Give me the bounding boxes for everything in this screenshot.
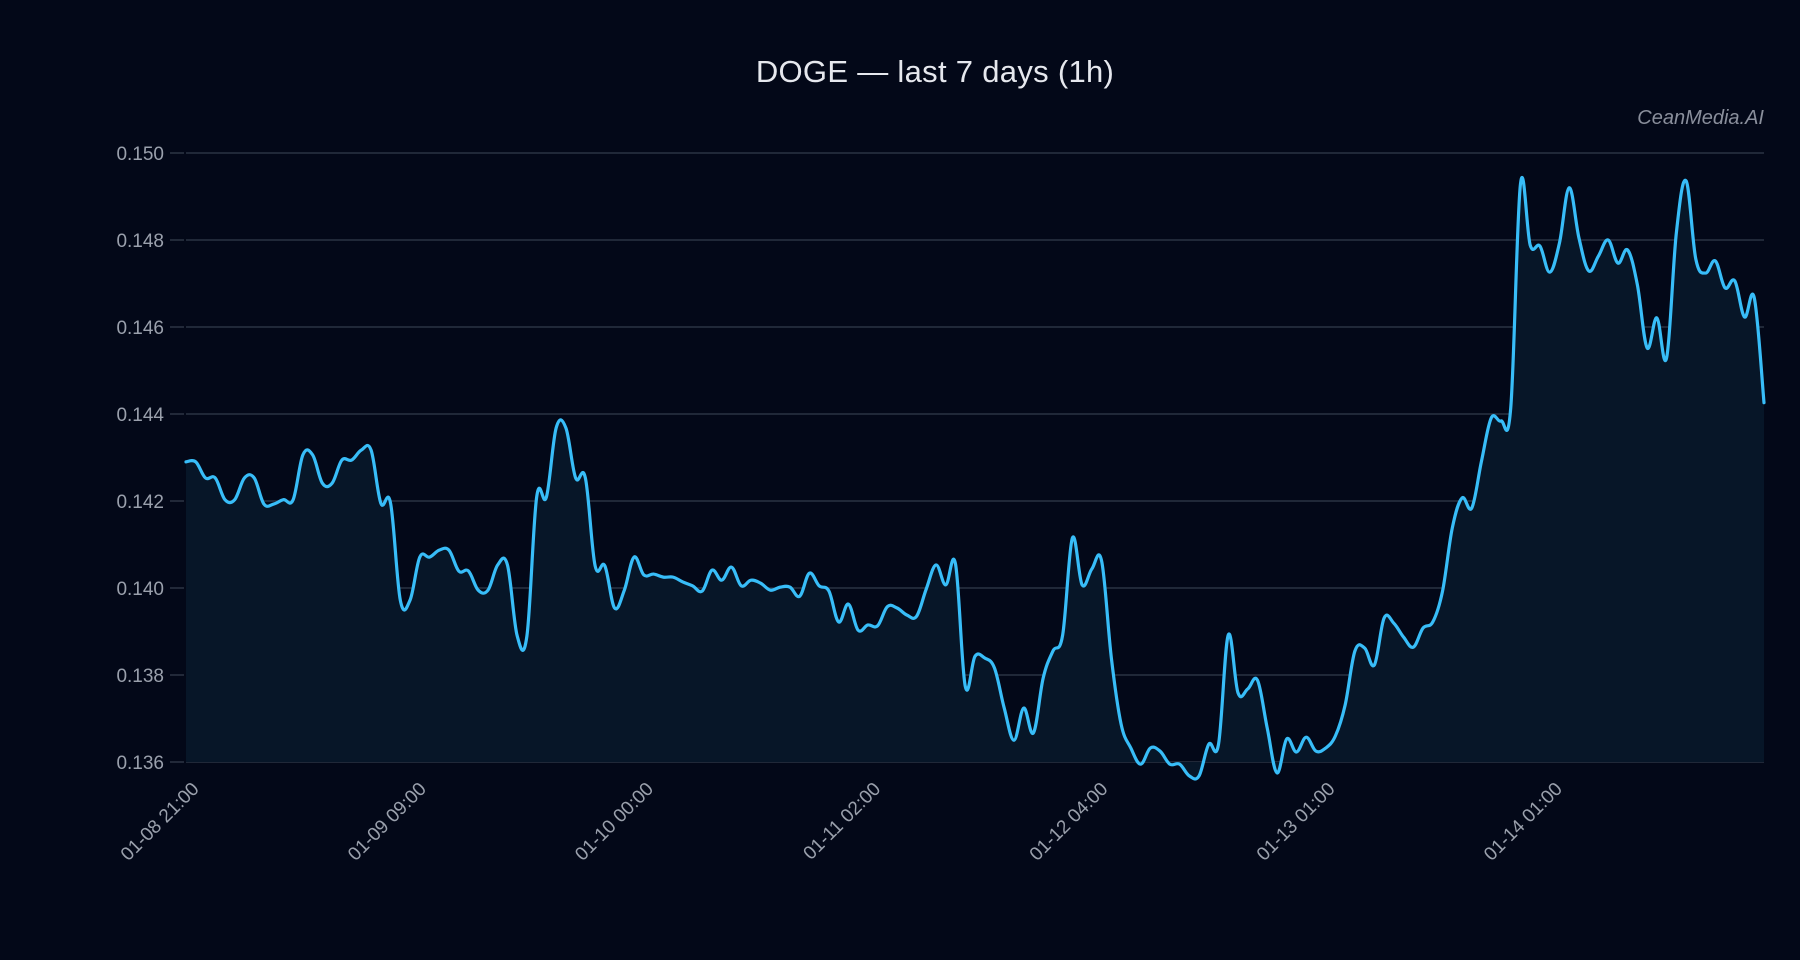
x-tick-label: 01-14 01:00 [1480, 779, 1567, 866]
price-area-fill [186, 177, 1764, 779]
x-tick-label: 01-12 04:00 [1026, 779, 1113, 866]
y-tick-label: 0.142 [116, 492, 164, 513]
y-axis: 0.136 0.138 0.140 0.142 0.144 0.146 0.148 0.150 [116, 144, 184, 774]
y-tick-label: 0.144 [116, 405, 164, 426]
y-tick-label: 0.146 [116, 318, 164, 339]
chart-title: DOGE — last 7 days (1h) [755, 54, 1115, 89]
x-axis: 01-08 21:00 01-09 09:00 01-10 00:00 01-11 0… [117, 779, 1567, 866]
y-tick-label: 0.136 [116, 753, 164, 774]
x-tick-label: 01-09 09:00 [344, 779, 431, 866]
y-tick-label: 0.138 [116, 666, 164, 687]
y-tick-label: 0.148 [116, 231, 164, 252]
x-tick-label: 01-11 02:00 [800, 779, 886, 865]
watermark: CeanMedia.AI [1637, 107, 1764, 129]
price-line [184, 176, 1766, 781]
x-tick-label: 01-10 00:00 [571, 779, 658, 866]
y-tick-label: 0.150 [116, 144, 164, 165]
x-tick-label: 01-08 21:00 [117, 779, 204, 866]
y-tick-label: 0.140 [116, 579, 164, 600]
x-tick-label: 01-13 01:00 [1253, 779, 1340, 866]
